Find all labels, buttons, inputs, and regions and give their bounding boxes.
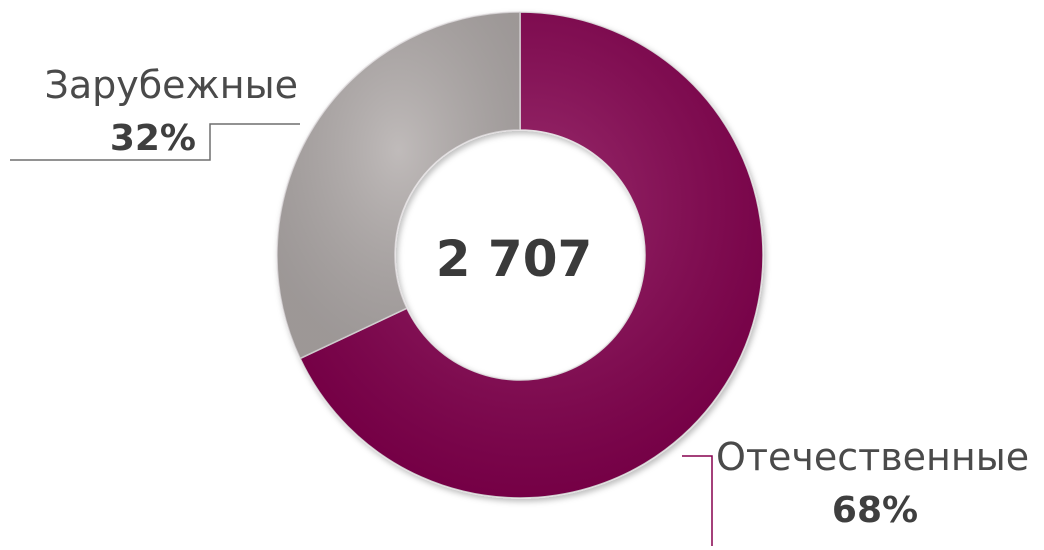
donut-sheen [277,12,763,498]
slice-label-domestic: Отечественные [716,435,1029,479]
slice-label-foreign: Зарубежные [44,63,298,107]
slice-value-domestic: 68% [832,490,918,531]
slice-domestic-sheen [300,12,763,498]
center-total-value: 2 707 [436,230,593,288]
leader-line-foreign [10,123,300,161]
slice-foreign-sheen [277,12,520,359]
leader-line-domestic [682,455,713,546]
slice-value-foreign: 32% [110,118,196,159]
